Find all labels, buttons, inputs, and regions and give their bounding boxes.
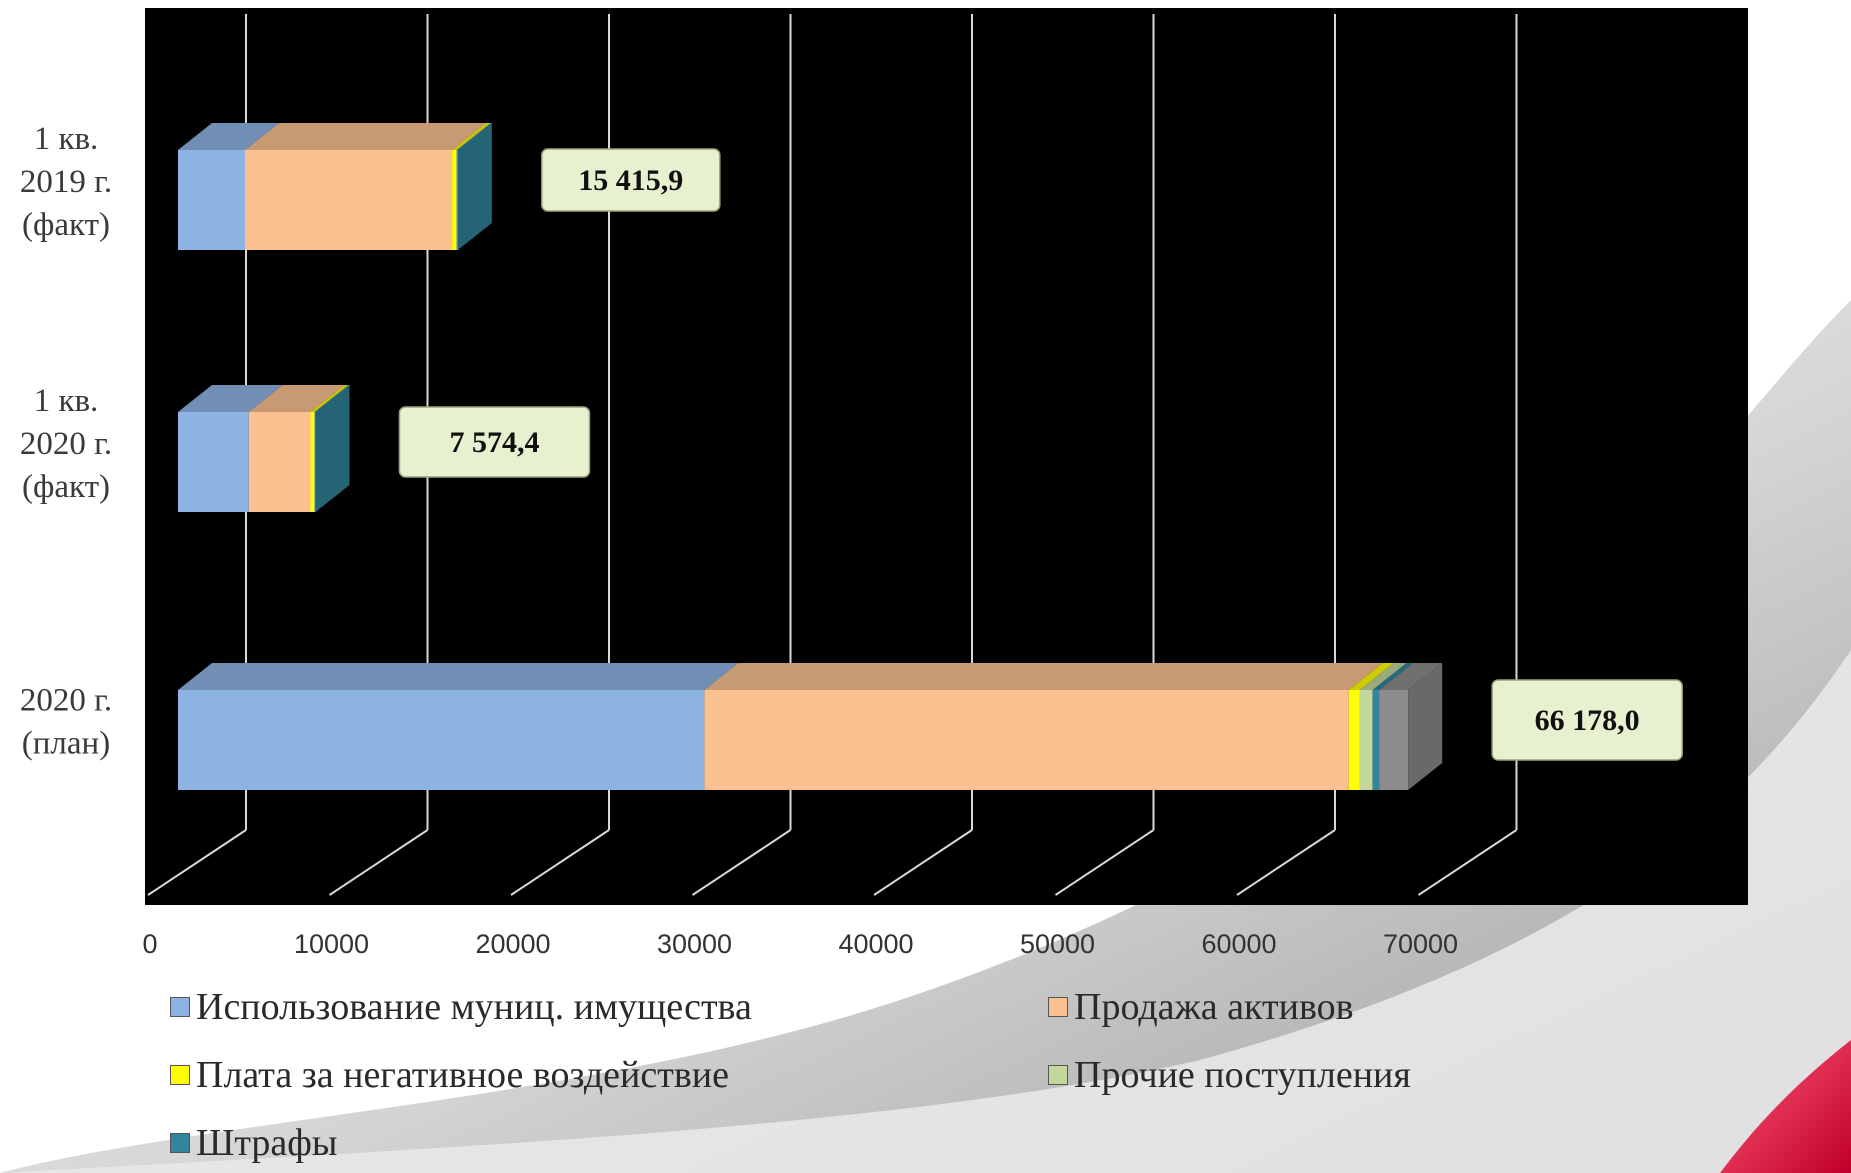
bar-side-face <box>457 123 492 250</box>
x-tick-label: 40000 <box>838 929 913 959</box>
bar-top-face <box>704 663 1383 690</box>
legend-item: Использование муниц. имущества <box>170 985 752 1029</box>
bar-segment <box>1379 690 1409 790</box>
bar-top-face <box>310 385 349 412</box>
category-label: 2020 г. <box>20 426 112 462</box>
legend-item: Штрафы <box>170 1121 337 1165</box>
legend-label: Продажа активов <box>1074 986 1354 1028</box>
total-label-box <box>541 148 721 212</box>
x-tick-label: 10000 <box>294 929 369 959</box>
legend-item: Продажа активов <box>1048 985 1354 1029</box>
x-tick-label: 60000 <box>1201 929 1276 959</box>
bar-top-face <box>245 123 487 150</box>
bar-segment <box>1348 690 1360 790</box>
gridline-floor <box>1417 829 1518 896</box>
bar-side-face <box>1408 663 1443 790</box>
bar-segment <box>178 150 246 250</box>
bar-segment <box>1372 690 1380 790</box>
legend-item: Плата за негативное воздействие <box>170 1053 729 1097</box>
legend-swatch <box>1048 997 1068 1017</box>
gridline-floor <box>691 829 792 896</box>
bar-segment <box>245 150 453 250</box>
bar-top-face <box>178 123 280 150</box>
legend-swatch <box>170 1133 190 1153</box>
bar-segment <box>1359 690 1373 790</box>
gridline-floor <box>1236 829 1336 896</box>
category-label: (факт) <box>22 469 110 505</box>
gridline-floor <box>1054 829 1155 896</box>
legend-label: Плата за негативное воздействие <box>196 1054 729 1096</box>
bar-side-face <box>315 385 350 512</box>
bar-segment <box>456 150 458 250</box>
bar-top-face <box>178 663 739 690</box>
legend-label: Штрафы <box>196 1122 338 1164</box>
bar-segment <box>178 412 249 512</box>
legend-swatch <box>170 997 190 1017</box>
bar-top-face <box>452 123 491 150</box>
bar-top-face <box>1372 663 1414 690</box>
bar-segment <box>178 690 705 790</box>
bar-top-face <box>1359 663 1407 690</box>
bar-segment <box>310 412 315 512</box>
legend-label: Использование муниц. имущества <box>196 986 752 1028</box>
legend-label: Прочие поступления <box>1074 1054 1411 1096</box>
bar-segment <box>704 690 1349 790</box>
category-label: 1 кв. <box>34 121 99 157</box>
bar-top-face <box>1348 663 1394 690</box>
gridline-floor <box>328 829 429 896</box>
gridline-floor <box>147 829 247 896</box>
total-label-box <box>1491 679 1683 761</box>
chart-legend: Использование муниц. имущества Продажа ак… <box>170 985 1770 1170</box>
bar-top-face <box>1379 663 1443 690</box>
legend-swatch <box>170 1065 190 1085</box>
bar-segment <box>314 412 316 512</box>
total-label: 15 415,9 <box>578 164 683 197</box>
bar-segment <box>452 150 457 250</box>
category-label: 2019 г. <box>20 164 112 200</box>
bar-top-face <box>178 385 283 412</box>
bar-segment <box>248 412 311 512</box>
total-label: 66 178,0 <box>1535 704 1640 737</box>
x-tick-label: 0 <box>142 929 157 959</box>
x-tick-label: 20000 <box>475 929 550 959</box>
bar-top-face <box>248 385 345 412</box>
legend-item: Прочие поступления <box>1048 1053 1411 1097</box>
gridline-floor <box>873 829 973 896</box>
gridline-floor <box>510 829 610 896</box>
total-label-box <box>398 406 591 478</box>
legend-swatch <box>1048 1065 1068 1085</box>
total-label: 7 574,4 <box>449 426 539 459</box>
category-label: (факт) <box>22 207 110 243</box>
category-label: (план) <box>22 726 110 762</box>
x-tick-label: 50000 <box>1020 929 1095 959</box>
category-label: 2020 г. <box>20 683 112 719</box>
x-tick-label: 30000 <box>657 929 732 959</box>
x-tick-label: 70000 <box>1383 929 1458 959</box>
category-label: 1 кв. <box>34 383 99 419</box>
